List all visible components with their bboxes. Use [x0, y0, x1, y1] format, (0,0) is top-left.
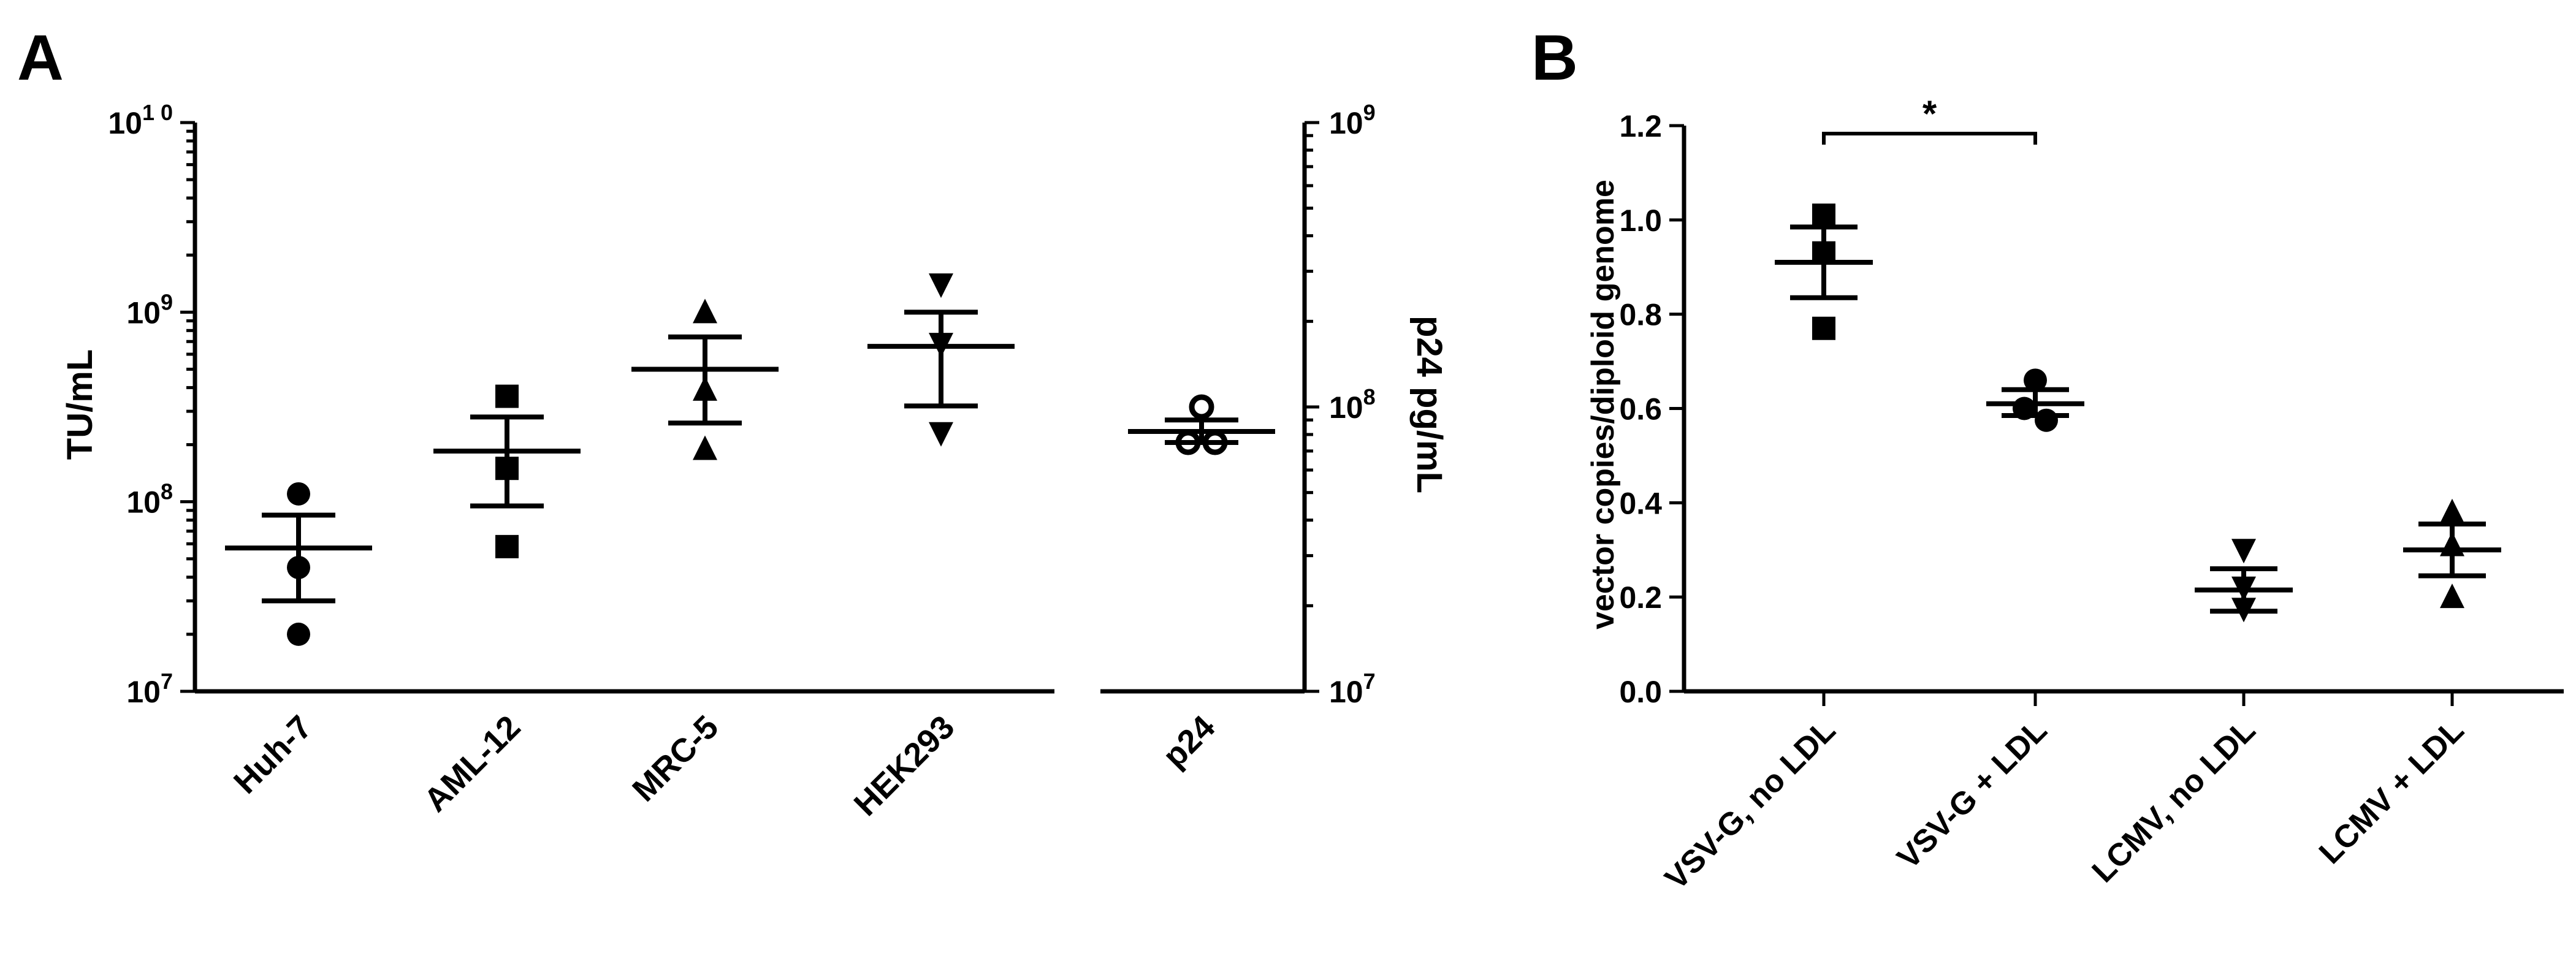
panel-b-data-point [2440, 498, 2464, 523]
panel-a-right-tick-label-exponent: 8 [1363, 384, 1376, 409]
panel-a-y-axis-label: TU/mL [60, 349, 100, 460]
panel-a-data-point [1189, 394, 1214, 420]
significance-bracket [1822, 132, 2037, 145]
panel-a-left-tick-label-exponent: 1 0 [142, 100, 173, 125]
panel-a-category-label: p24 [1156, 708, 1222, 775]
panel-a-left-tick-label: 109 [126, 289, 173, 330]
panel-a-right-axis-label: p24 pg/mL [1409, 316, 1449, 493]
panel-b-category-label: VSV-G, no LDL [1658, 712, 1842, 896]
panel-b-category-label: VSV-G + LDL [1891, 712, 2054, 876]
panel-b-data-point [2231, 539, 2256, 564]
panel-a-right-tick-label-exponent: 9 [1363, 100, 1376, 125]
panel-a-data-point [929, 273, 953, 298]
panel-a-category-label: Huh-7 [227, 708, 319, 801]
panel-a-category-label: HEK293 [847, 708, 962, 823]
panel-a-right-tick-label: 107 [1329, 669, 1376, 709]
panel-b-y-tick-label: 1.0 [1619, 203, 1662, 238]
panel-b-y-tick-label: 0.8 [1619, 298, 1662, 332]
panel-b-category-label: LCMV, no LDL [2086, 712, 2263, 889]
panel-label-a: A [17, 22, 64, 94]
panel-a-data-point [495, 534, 519, 558]
panel-b-y-tick-label: 0.4 [1619, 486, 1662, 520]
panel-a-left-tick-label-exponent: 9 [161, 289, 173, 314]
panel-a-data-point [693, 435, 717, 460]
panel-a-left-tick-label-base: 10 [126, 295, 161, 330]
panel-a-left-tick-label: 101 0 [108, 100, 173, 140]
panel-a-right-tick-label: 108 [1329, 384, 1376, 425]
panel-a-data-point [929, 333, 953, 358]
panel-a-data-point [693, 298, 717, 324]
panel-a-data-point [287, 482, 310, 506]
panel-a-left-tick-label-base: 10 [108, 106, 142, 140]
panel-a-data-point [495, 457, 519, 480]
panel-b-data-point [2440, 583, 2464, 609]
panel-a-right-tick-label-exponent: 7 [1363, 669, 1376, 694]
panel-a-data-point [929, 422, 953, 447]
panel-b-category-label: LCMV + LDL [2312, 712, 2471, 871]
panel-a-data-point [1175, 430, 1201, 455]
panel-a-right-tick-label-base: 10 [1329, 390, 1363, 425]
panel-b-data-point [2440, 531, 2464, 556]
panel-a-left-tick-label-exponent: 7 [161, 669, 173, 694]
panel-a-data-point [287, 555, 310, 579]
panel-a-left-tick-label-exponent: 8 [161, 479, 173, 504]
panel-a-data-point [287, 622, 310, 646]
panel-a-category-label: MRC-5 [625, 708, 725, 808]
panel-a-left-tick-label: 108 [126, 479, 173, 520]
panel-a-left-tick-label: 107 [126, 669, 173, 709]
panel-b-y-tick-label: 0.0 [1619, 675, 1662, 709]
panel-a-category-label: AML-12 [417, 708, 527, 819]
panel-a-right-tick-label: 109 [1329, 100, 1376, 140]
panel-a-right-tick-label-base: 10 [1329, 106, 1363, 140]
panel-b-data-point [1812, 316, 1835, 340]
panel-b-y-tick-label: 0.6 [1619, 392, 1662, 427]
panel-label-b: B [1531, 22, 1578, 94]
panel-b-data-point [2024, 368, 2047, 392]
panel-a-data-point [693, 376, 717, 401]
panel-b-chart: vector copies/diploid genome 0.0 0.2 0.4 0.… [1585, 93, 2564, 897]
panel-a-data-point [1202, 430, 1228, 455]
panel-b-data-point [2013, 397, 2036, 420]
panel-b-data-point [2231, 598, 2256, 623]
significance-star: * [1922, 93, 1937, 134]
panel-a-left-tick-label-base: 10 [126, 485, 161, 520]
panel-b-data-point [1812, 203, 1835, 227]
panel-a-data-point [495, 384, 519, 408]
panel-b-y-tick-label: 1.2 [1619, 109, 1662, 143]
panel-a-left-tick-label-base: 10 [126, 675, 161, 709]
panel-b-data-point [2231, 576, 2256, 601]
panel-b-y-axis-label: vector copies/diploid genome [1585, 180, 1621, 629]
panel-b-data-point [1812, 241, 1835, 265]
panel-b-y-tick-label: 0.2 [1619, 580, 1662, 615]
panel-b-data-point [2035, 408, 2058, 432]
panel-a-right-tick-label-base: 10 [1329, 675, 1363, 709]
